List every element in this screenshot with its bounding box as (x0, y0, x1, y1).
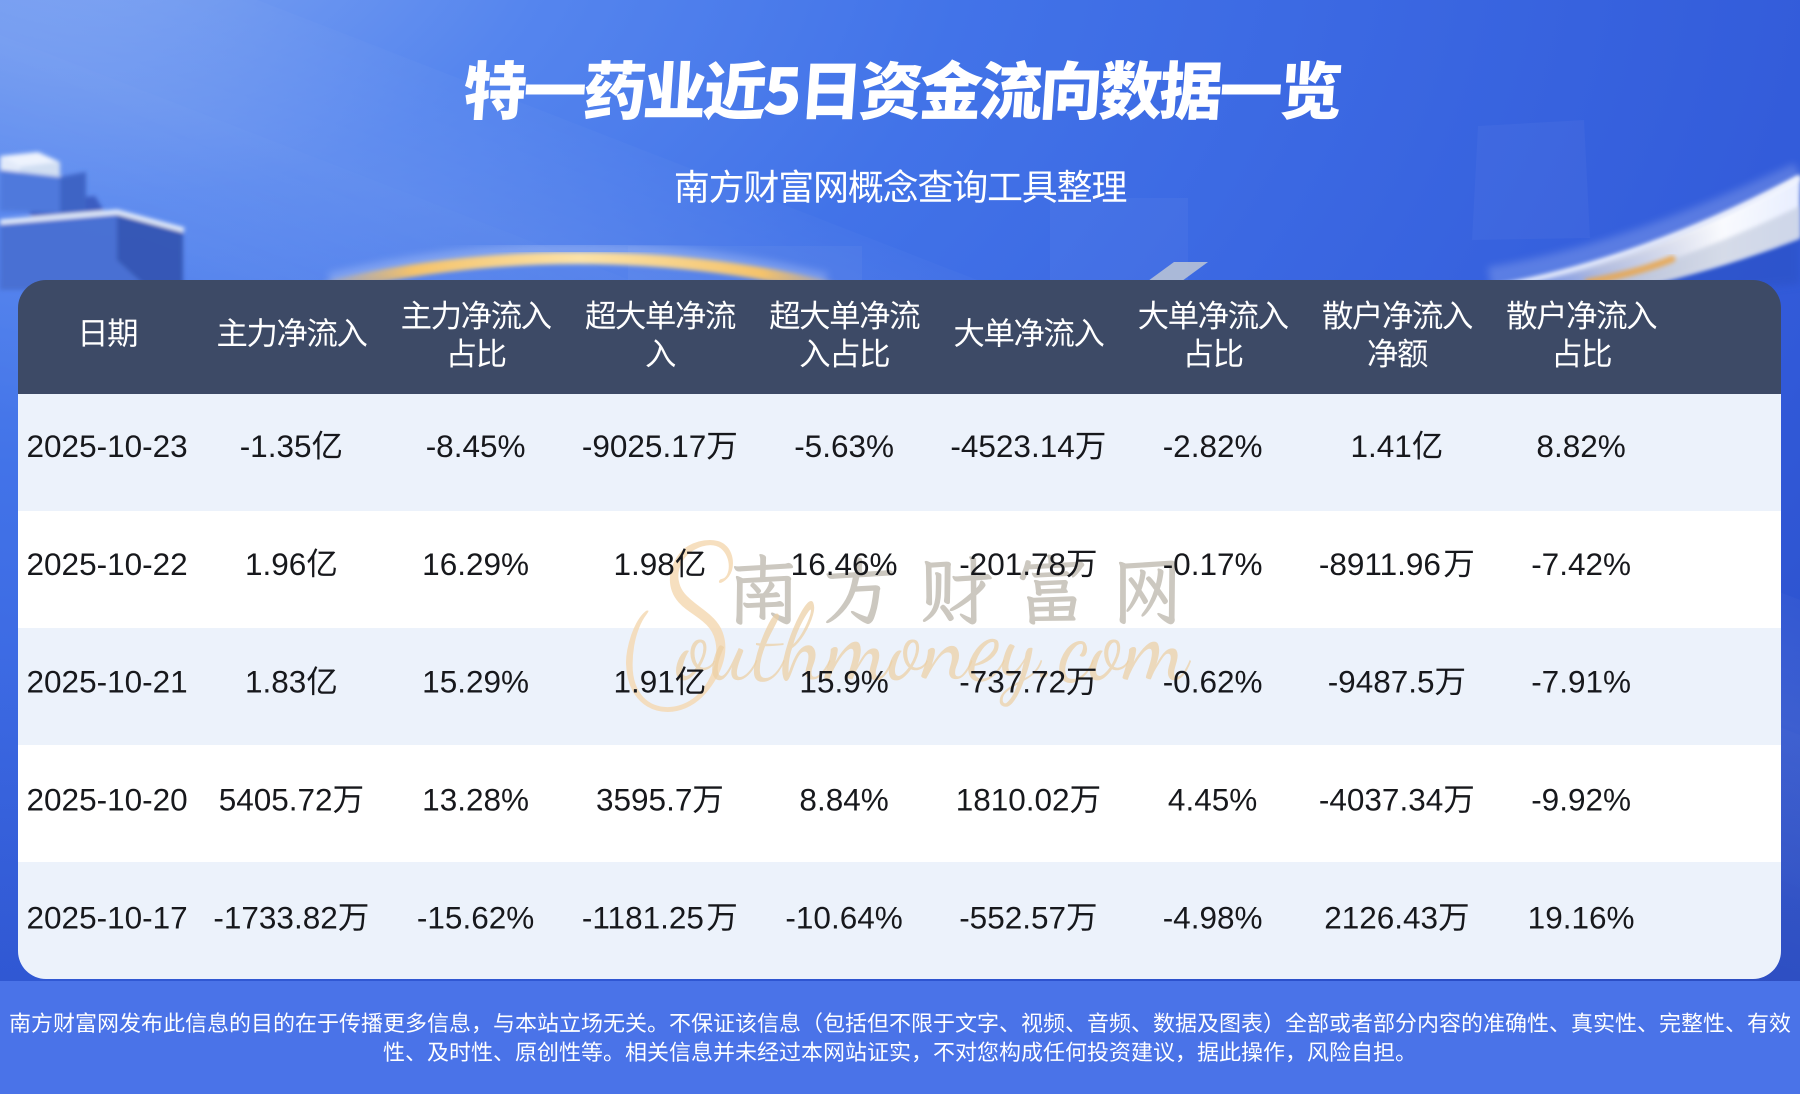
svg-text:-5.63%: -5.63% (794, 428, 894, 464)
svg-text:-10.64%: -10.64% (785, 899, 902, 935)
svg-text:15.9%: 15.9% (799, 664, 888, 700)
svg-text:16.29%: 16.29% (422, 546, 529, 582)
svg-text:-1181.25: -1181.25 (582, 899, 704, 935)
svg-text:3595.7: 3595.7 (596, 782, 692, 818)
svg-text:-9487.5: -9487.5 (1328, 664, 1435, 700)
svg-text:-4523.14: -4523.14 (950, 428, 1074, 464)
svg-text:2126.43: 2126.43 (1324, 899, 1438, 935)
svg-text:13.28%: 13.28% (422, 782, 529, 818)
svg-text:1.91: 1.91 (614, 664, 675, 700)
svg-text:2025-10-17: 2025-10-17 (27, 899, 188, 935)
svg-text:1.98: 1.98 (614, 546, 675, 582)
svg-text:2025-10-23: 2025-10-23 (27, 428, 188, 464)
svg-text:-201.78: -201.78 (959, 546, 1066, 582)
svg-text:-0.17%: -0.17% (1163, 546, 1263, 582)
svg-text:-7.91%: -7.91% (1531, 664, 1631, 700)
svg-text:-15.62%: -15.62% (417, 899, 534, 935)
svg-text:-1733.82: -1733.82 (213, 899, 337, 935)
svg-text:-737.72: -737.72 (959, 664, 1066, 700)
svg-text:8.84%: 8.84% (799, 782, 888, 818)
svg-text:-8.45%: -8.45% (426, 428, 526, 464)
svg-text:4.45%: 4.45% (1168, 782, 1257, 818)
svg-text:-8911.96: -8911.96 (1319, 546, 1441, 582)
svg-text:1810.02: 1810.02 (956, 782, 1070, 818)
svg-text:1.41: 1.41 (1351, 428, 1412, 464)
svg-text:1.96: 1.96 (245, 546, 306, 582)
svg-text:-4.98%: -4.98% (1163, 899, 1263, 935)
svg-text:-552.57: -552.57 (959, 899, 1066, 935)
svg-text:-0.62%: -0.62% (1163, 664, 1263, 700)
svg-text:-4037.34: -4037.34 (1319, 782, 1443, 818)
svg-text:5405.72: 5405.72 (219, 782, 333, 818)
svg-text:-9025.17: -9025.17 (582, 428, 706, 464)
svg-text:-1.35: -1.35 (240, 428, 312, 464)
svg-text:-2.82%: -2.82% (1163, 428, 1263, 464)
svg-text:16.46%: 16.46% (791, 546, 898, 582)
svg-text:2025-10-21: 2025-10-21 (27, 664, 188, 700)
svg-text:-9.92%: -9.92% (1531, 782, 1631, 818)
svg-text:8.82%: 8.82% (1536, 428, 1625, 464)
svg-text:15.29%: 15.29% (422, 664, 529, 700)
svg-text:-7.42%: -7.42% (1531, 546, 1631, 582)
svg-text:2025-10-22: 2025-10-22 (27, 546, 188, 582)
svg-text:1.83: 1.83 (245, 664, 306, 700)
svg-text:2025-10-20: 2025-10-20 (27, 782, 188, 818)
svg-text:19.16%: 19.16% (1528, 899, 1635, 935)
